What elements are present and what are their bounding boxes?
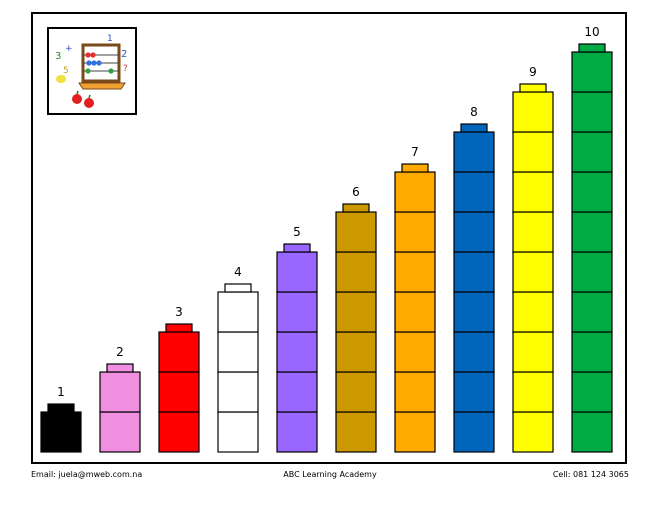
cube-block (453, 411, 495, 453)
svg-text:5: 5 (63, 66, 69, 76)
cube-block (571, 291, 613, 333)
cube-block (394, 291, 436, 333)
cube-block (217, 331, 259, 373)
cube-block (335, 291, 377, 333)
cube-block (99, 371, 141, 413)
cube-block (394, 331, 436, 373)
cube-connector (460, 123, 488, 133)
cube-block (453, 171, 495, 213)
cube-block (453, 331, 495, 373)
cube-block (512, 171, 554, 213)
svg-text:2: 2 (121, 49, 127, 60)
footer-title: ABC Learning Academy (283, 470, 377, 479)
cube-block (276, 291, 318, 333)
cube-block (335, 411, 377, 453)
cube-block (276, 371, 318, 413)
cube-block (394, 211, 436, 253)
cube-block (453, 371, 495, 413)
tower-9: 9 (512, 65, 554, 453)
tower-6: 6 (335, 185, 377, 453)
cube-block (453, 211, 495, 253)
cube-block (512, 411, 554, 453)
cube-block (158, 411, 200, 453)
tower-number-label: 8 (470, 105, 478, 119)
cube-block (571, 171, 613, 213)
cube-block (276, 411, 318, 453)
cube-connector (342, 203, 370, 213)
cube-block (40, 411, 82, 453)
cube-block (217, 411, 259, 453)
tower-number-label: 5 (293, 225, 301, 239)
cube-block (394, 251, 436, 293)
cube-block (394, 411, 436, 453)
tower-number-label: 1 (57, 385, 65, 399)
tower-number-label: 4 (234, 265, 242, 279)
cube-block (571, 251, 613, 293)
cube-connector (519, 83, 547, 93)
tower-8: 8 (453, 105, 495, 453)
cube-block (276, 331, 318, 373)
tower-10: 10 (571, 25, 613, 453)
tower-7: 7 (394, 145, 436, 453)
cube-block (453, 251, 495, 293)
cube-block (571, 211, 613, 253)
cube-block (394, 171, 436, 213)
tower-number-label: 6 (352, 185, 360, 199)
cube-block (217, 291, 259, 333)
cube-connector (47, 403, 75, 413)
cube-block (217, 371, 259, 413)
cube-block (571, 411, 613, 453)
cube-block (512, 251, 554, 293)
logo-frame: 3 + 1 2 ? 5 (47, 27, 137, 115)
abacus-clipart-icon: 3 + 1 2 ? 5 (55, 34, 128, 108)
svg-text:3: 3 (55, 51, 61, 62)
cube-block (453, 291, 495, 333)
cube-block (335, 371, 377, 413)
cube-block (512, 91, 554, 133)
footer-email: Email: juela@mweb.com.na (31, 470, 143, 479)
cube-block (512, 291, 554, 333)
cube-block (276, 251, 318, 293)
tower-5: 5 (276, 225, 318, 453)
tower-number-label: 7 (411, 145, 419, 159)
svg-text:+: + (65, 44, 73, 54)
cube-block (158, 331, 200, 373)
cube-connector (165, 323, 193, 333)
cube-block (571, 331, 613, 373)
tower-1: 1 (40, 385, 82, 453)
cube-connector (224, 283, 252, 293)
cube-block (453, 131, 495, 173)
cube-block (512, 331, 554, 373)
tower-2: 2 (99, 345, 141, 453)
cube-block (99, 411, 141, 453)
cube-connector (401, 163, 429, 173)
svg-text:?: ? (123, 64, 128, 74)
cube-block (512, 211, 554, 253)
cube-block (512, 131, 554, 173)
cube-connector (578, 43, 606, 53)
tower-4: 4 (217, 265, 259, 453)
cube-block (571, 371, 613, 413)
tower-number-label: 10 (584, 25, 599, 39)
cube-block (571, 131, 613, 173)
cube-block (512, 371, 554, 413)
cube-block (335, 211, 377, 253)
cube-block (335, 331, 377, 373)
tower-number-label: 9 (529, 65, 537, 79)
footer-phone: Cell: 081 124 3065 (552, 470, 629, 479)
tower-number-label: 2 (116, 345, 124, 359)
svg-text:1: 1 (107, 34, 113, 44)
cube-connector (283, 243, 311, 253)
tower-number-label: 3 (175, 305, 183, 319)
tower-3: 3 (158, 305, 200, 453)
cube-connector (106, 363, 134, 373)
cube-block (571, 51, 613, 93)
cube-block (394, 371, 436, 413)
cube-block (335, 251, 377, 293)
cube-block (571, 91, 613, 133)
cube-block (158, 371, 200, 413)
page-border (31, 12, 627, 464)
